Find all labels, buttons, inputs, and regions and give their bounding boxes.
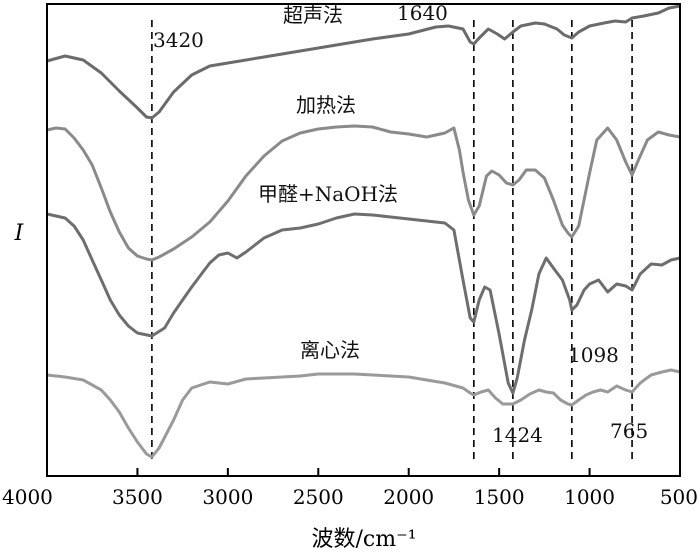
peak-label-3420: 3420	[153, 28, 204, 52]
x-tick-label-4000: 4000	[2, 485, 53, 509]
series-line-1	[46, 4, 681, 120]
curve-label-formaldehyde: 甲醛+NaOH法	[258, 182, 398, 206]
curve-label-centrifuge: 离心法	[300, 338, 360, 362]
plot-frame	[46, 3, 681, 477]
peak-label-1640: 1640	[397, 1, 448, 25]
series-group	[46, 4, 681, 459]
x-tick-label-500: 500	[660, 485, 698, 509]
curve-label-heating: 加热法	[296, 93, 356, 117]
reference-lines	[151, 20, 633, 460]
x-tick-label-1500: 1500	[474, 485, 525, 509]
series-line-4	[46, 368, 681, 459]
x-ticks: 4000 3500 3000 2500 2000 1500 1000 500	[2, 468, 698, 509]
x-tick-label-1000: 1000	[564, 485, 615, 509]
series-line-2	[46, 124, 681, 262]
y-axis-title: I	[14, 221, 25, 246]
x-tick-label-2000: 2000	[383, 485, 434, 509]
x-tick-label-3500: 3500	[112, 485, 163, 509]
x-tick-label-2500: 2500	[293, 485, 344, 509]
x-tick-label-3000: 3000	[202, 485, 253, 509]
peak-label-1424: 1424	[492, 423, 543, 447]
curve-label-ultrasonic: 超声法	[283, 3, 343, 27]
peak-label-1098: 1098	[568, 343, 619, 367]
series-line-3	[46, 212, 681, 395]
peak-label-765: 765	[610, 419, 648, 443]
x-axis-title: 波数/cm⁻¹	[311, 527, 416, 552]
